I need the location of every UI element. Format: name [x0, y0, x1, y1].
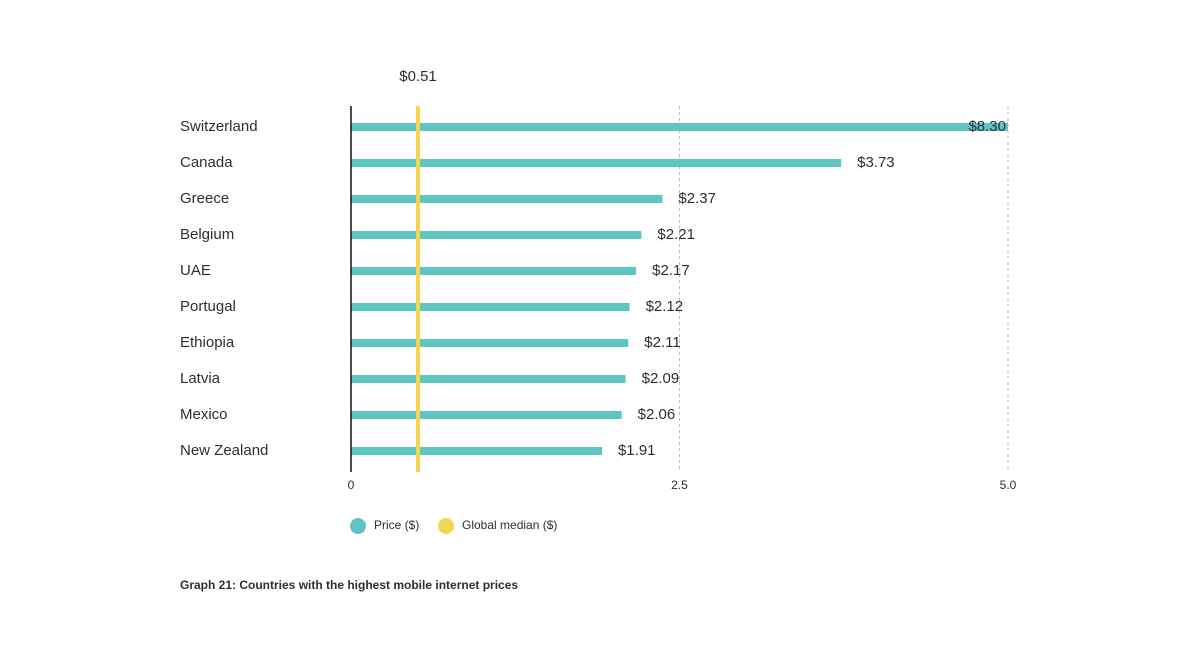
x-tick-label: 0: [348, 478, 355, 492]
category-label: Greece: [180, 190, 229, 207]
bar: [351, 447, 602, 455]
legend-label: Global median ($): [462, 518, 557, 532]
legend-swatch: [438, 518, 454, 534]
plot-area: [351, 123, 1008, 455]
value-label: $2.11: [644, 334, 680, 351]
x-tick-label: 5.0: [1000, 478, 1017, 492]
bar: [351, 267, 637, 275]
category-label: Switzerland: [180, 118, 258, 135]
category-label: Portugal: [180, 298, 236, 315]
value-label: $3.73: [857, 154, 895, 171]
x-tick-label: 2.5: [671, 478, 688, 492]
value-label: $2.06: [638, 406, 676, 423]
value-label: $2.12: [646, 298, 684, 315]
category-label: Ethiopia: [180, 334, 235, 351]
median-label: $0.51: [399, 68, 437, 85]
bar: [351, 339, 629, 347]
bar: [351, 231, 642, 239]
value-label: $2.37: [678, 190, 716, 207]
category-label: Mexico: [180, 406, 228, 423]
value-label: $1.91: [618, 442, 656, 459]
bar: [351, 195, 663, 203]
category-label: Latvia: [180, 370, 221, 387]
caption: Graph 21: Countries with the highest mob…: [180, 578, 518, 592]
category-label: Canada: [180, 154, 233, 171]
bar: [351, 123, 1008, 131]
category-label: New Zealand: [180, 442, 268, 459]
bar: [351, 375, 626, 383]
value-label: $2.21: [657, 226, 695, 243]
legend-label: Price ($): [374, 518, 419, 532]
bar: [351, 159, 842, 167]
value-label: $2.09: [642, 370, 680, 387]
legend-swatch: [350, 518, 366, 534]
value-label: $2.17: [652, 262, 690, 279]
category-label: UAE: [180, 262, 211, 279]
value-label: $8.30: [968, 118, 1006, 135]
bar: [351, 303, 630, 311]
bar: [351, 411, 622, 419]
category-label: Belgium: [180, 226, 234, 243]
